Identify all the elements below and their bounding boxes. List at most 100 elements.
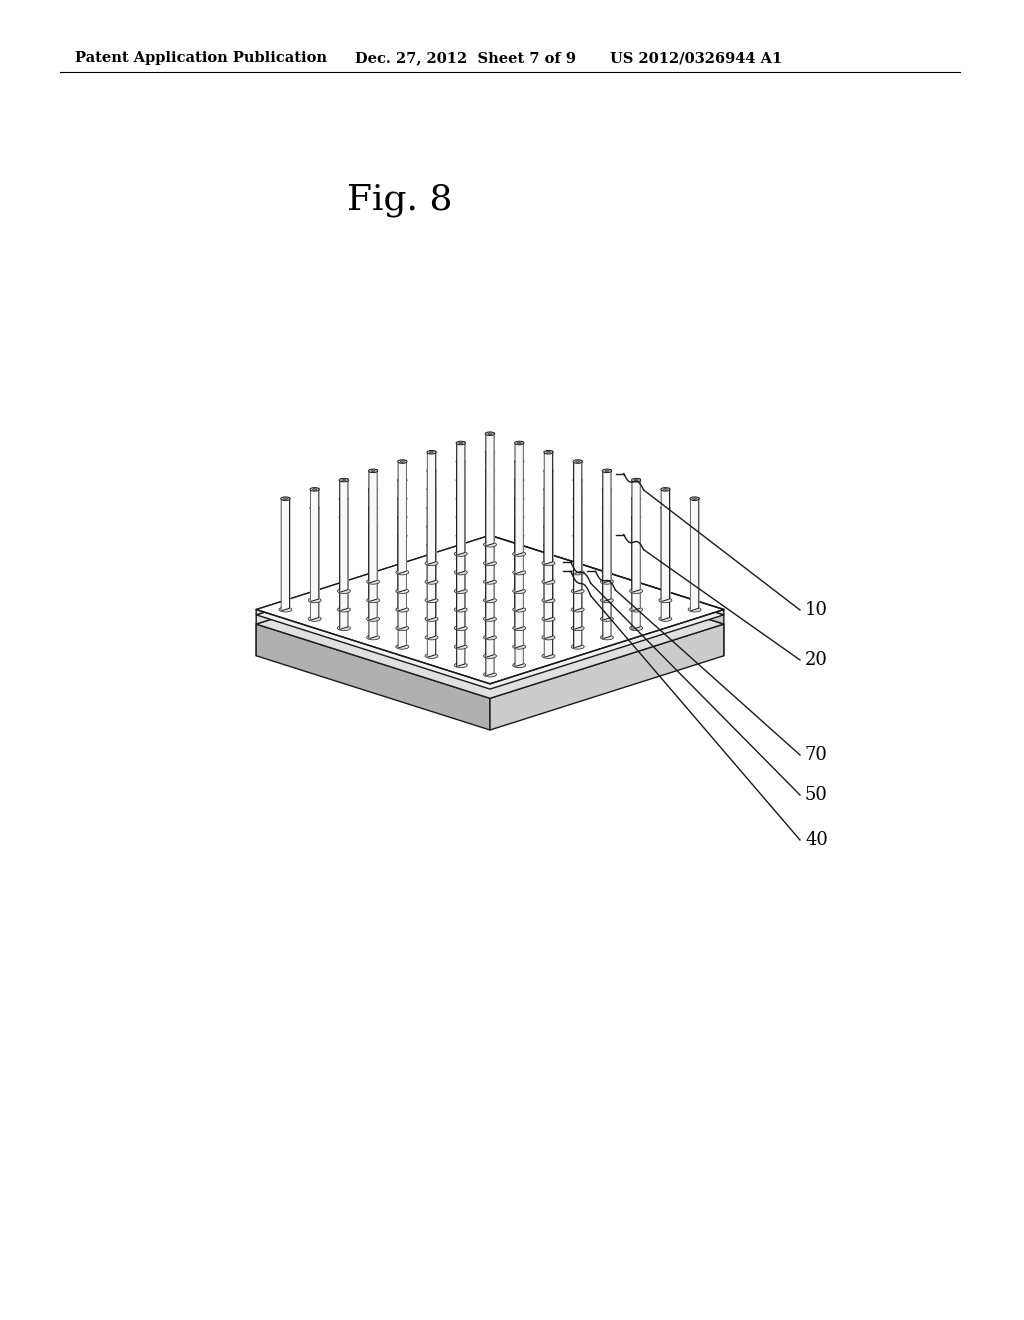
Ellipse shape [513, 626, 525, 631]
Ellipse shape [342, 498, 346, 499]
Ellipse shape [456, 478, 466, 482]
Ellipse shape [542, 579, 555, 585]
Polygon shape [573, 516, 582, 630]
Polygon shape [457, 516, 465, 630]
Polygon shape [515, 442, 523, 556]
Ellipse shape [542, 653, 555, 659]
Polygon shape [457, 461, 465, 574]
Ellipse shape [337, 626, 350, 631]
Ellipse shape [400, 535, 404, 536]
Ellipse shape [692, 498, 696, 499]
Polygon shape [490, 624, 724, 730]
Ellipse shape [339, 478, 348, 482]
Polygon shape [490, 536, 724, 615]
Ellipse shape [396, 626, 409, 631]
Ellipse shape [515, 496, 524, 500]
Ellipse shape [455, 607, 467, 612]
Ellipse shape [630, 626, 643, 631]
Ellipse shape [542, 616, 555, 622]
Text: Patent Application Publication: Patent Application Publication [75, 51, 327, 65]
Ellipse shape [485, 562, 495, 565]
Ellipse shape [397, 516, 407, 519]
Polygon shape [340, 516, 348, 630]
Ellipse shape [544, 525, 553, 528]
Ellipse shape [400, 516, 404, 517]
Polygon shape [256, 536, 490, 615]
Text: Dec. 27, 2012  Sheet 7 of 9: Dec. 27, 2012 Sheet 7 of 9 [355, 51, 575, 65]
Ellipse shape [455, 663, 467, 668]
Polygon shape [398, 461, 407, 574]
Ellipse shape [517, 553, 521, 556]
Ellipse shape [517, 498, 521, 499]
Polygon shape [369, 525, 377, 639]
Ellipse shape [483, 543, 497, 546]
Ellipse shape [632, 496, 641, 500]
Polygon shape [662, 488, 670, 602]
Ellipse shape [396, 589, 409, 594]
Ellipse shape [459, 461, 463, 462]
Ellipse shape [485, 506, 495, 510]
Polygon shape [485, 451, 495, 565]
Ellipse shape [485, 544, 495, 546]
Ellipse shape [427, 525, 436, 528]
Polygon shape [515, 461, 523, 574]
Polygon shape [340, 479, 348, 593]
Ellipse shape [632, 516, 641, 519]
Ellipse shape [425, 598, 438, 603]
Ellipse shape [573, 478, 583, 482]
Ellipse shape [425, 635, 438, 640]
Ellipse shape [571, 644, 585, 649]
Ellipse shape [515, 459, 524, 463]
Polygon shape [545, 470, 553, 583]
Ellipse shape [397, 496, 407, 500]
Ellipse shape [575, 498, 580, 499]
Polygon shape [515, 535, 523, 648]
Polygon shape [485, 544, 495, 657]
Polygon shape [310, 488, 318, 602]
Polygon shape [603, 488, 611, 602]
Polygon shape [340, 498, 348, 611]
Ellipse shape [400, 479, 404, 480]
Ellipse shape [573, 516, 583, 519]
Polygon shape [398, 535, 407, 648]
Polygon shape [515, 479, 523, 593]
Ellipse shape [488, 507, 492, 508]
Ellipse shape [658, 616, 672, 622]
Ellipse shape [488, 470, 492, 471]
Ellipse shape [660, 487, 670, 491]
Polygon shape [545, 507, 553, 620]
Ellipse shape [308, 616, 322, 622]
Ellipse shape [547, 544, 551, 546]
Ellipse shape [281, 496, 290, 500]
Ellipse shape [513, 552, 525, 556]
Text: 40: 40 [805, 832, 827, 849]
Polygon shape [256, 541, 490, 624]
Ellipse shape [427, 469, 436, 473]
Ellipse shape [371, 488, 375, 490]
Polygon shape [632, 516, 640, 630]
Ellipse shape [312, 488, 316, 490]
Ellipse shape [485, 469, 495, 473]
Ellipse shape [575, 461, 580, 462]
Polygon shape [427, 470, 435, 583]
Text: 50: 50 [805, 785, 827, 804]
Ellipse shape [483, 672, 497, 677]
Ellipse shape [427, 487, 436, 491]
Polygon shape [427, 488, 435, 602]
Polygon shape [282, 498, 290, 611]
Ellipse shape [337, 589, 350, 594]
Ellipse shape [284, 498, 288, 499]
Ellipse shape [369, 469, 378, 473]
Ellipse shape [396, 644, 409, 649]
Ellipse shape [690, 496, 699, 500]
Ellipse shape [515, 441, 524, 445]
Polygon shape [573, 498, 582, 611]
Ellipse shape [425, 561, 438, 566]
Ellipse shape [427, 544, 436, 546]
Ellipse shape [369, 506, 378, 510]
Ellipse shape [397, 535, 407, 537]
Polygon shape [398, 516, 407, 630]
Ellipse shape [517, 516, 521, 517]
Polygon shape [427, 451, 435, 565]
Ellipse shape [573, 459, 583, 463]
